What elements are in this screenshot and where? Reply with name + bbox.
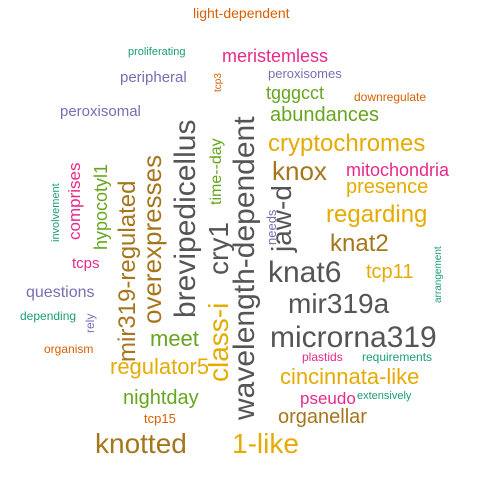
word-organellar: organellar [278, 406, 367, 428]
word-organism: organism [44, 342, 94, 356]
word-tcp3: tcp3 [213, 73, 224, 92]
word-tgggcct: tgggcct [266, 83, 325, 103]
word-tcps: tcps [72, 255, 100, 272]
word-rely: rely [83, 313, 97, 333]
word-brevipedicellus: brevipedicellus [169, 119, 202, 318]
word-abundances: abundances [270, 104, 379, 126]
word-comprises: comprises [65, 162, 84, 240]
word-arrangement: arrangement [433, 246, 444, 303]
word-tcp11: tcp11 [366, 261, 414, 283]
word-regulator5: regulator5 [110, 354, 210, 379]
word-downregulate: downregulate [354, 90, 427, 104]
word-questions: questions [26, 284, 95, 301]
word-meristemless: meristemless [222, 46, 329, 66]
word-microrna319: microrna319 [270, 321, 437, 354]
word-light-dependent: light-dependent [193, 5, 290, 21]
word-needs: needs [264, 209, 279, 245]
word-meet: meet [150, 326, 199, 351]
word-mir319a: mir319a [288, 288, 390, 319]
word-1-like: 1-like [232, 428, 299, 459]
word-time-day: time--day [208, 138, 225, 205]
word-peroxisomes: peroxisomes [268, 66, 342, 81]
word-pseudo: pseudo [300, 389, 356, 408]
word-proliferating: proliferating [128, 46, 186, 58]
word-presence: presence [346, 176, 429, 198]
word-wavelength-dependent: wavelength-dependent [228, 116, 261, 420]
word-cincinnata-like: cincinnata-like [280, 364, 420, 389]
word-knat2: knat2 [330, 230, 389, 257]
word-regarding: regarding [326, 201, 428, 228]
word-involvement: involvement [50, 183, 62, 242]
word-plastids: plastids [302, 350, 343, 364]
word-depending: depending [20, 309, 77, 323]
word-overexpresses: overexpresses [137, 154, 167, 324]
word-knotted: knotted [95, 428, 187, 459]
word-cryptochromes: cryptochromes [268, 130, 426, 157]
word-knat6: knat6 [268, 256, 342, 289]
word-peroxisomal: peroxisomal [60, 103, 141, 120]
word-mitochondria: mitochondria [346, 160, 450, 180]
word-hypocotyl1: hypocotyl1 [91, 163, 111, 250]
word-extensively: extensively [357, 390, 412, 402]
word-requirements: requirements [362, 350, 433, 364]
word-knox: knox [272, 156, 327, 186]
word-peripheral: peripheral [120, 69, 187, 86]
word-tcp15: tcp15 [144, 411, 176, 426]
word-nightday: nightday [123, 387, 199, 409]
